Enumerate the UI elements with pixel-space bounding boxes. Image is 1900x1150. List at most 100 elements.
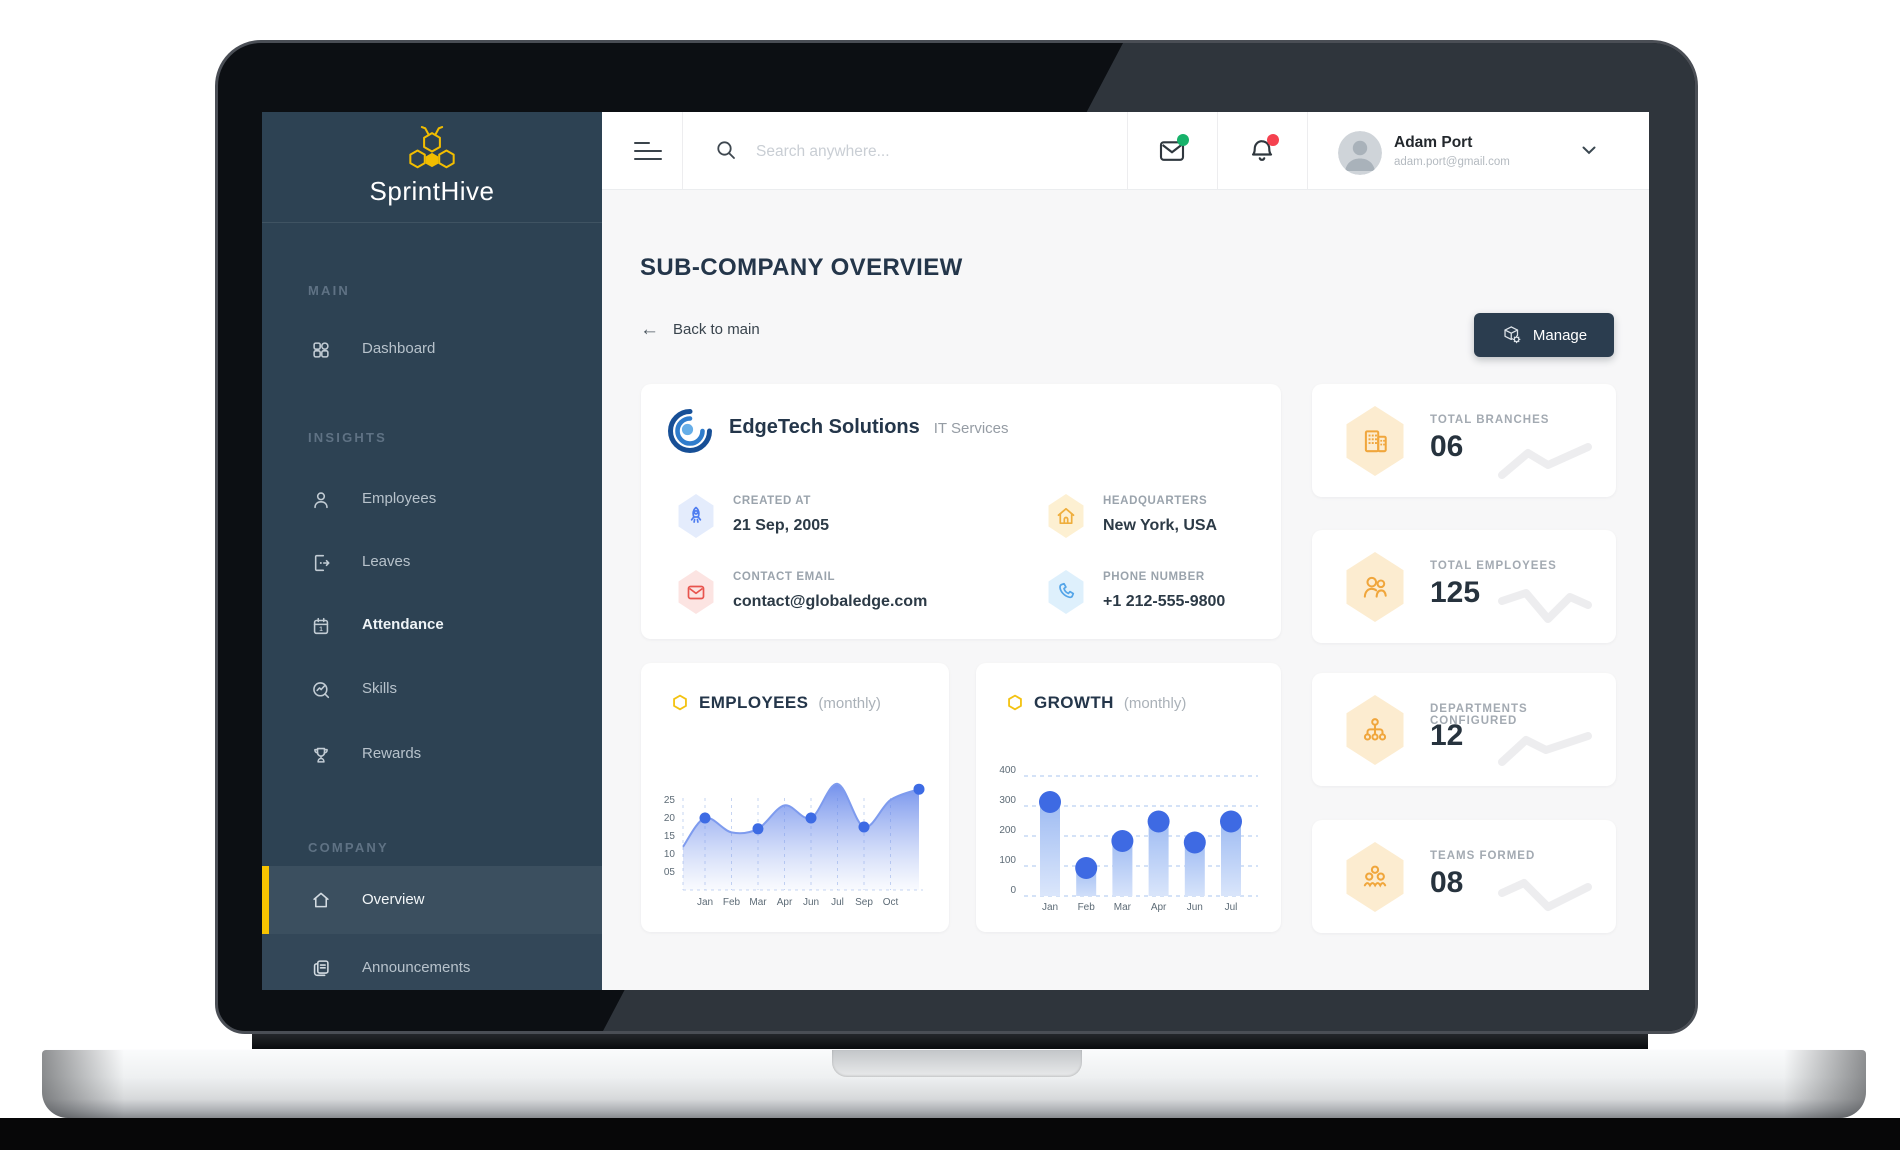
chart-title: GROWTH <box>1034 693 1114 712</box>
sparkline-icon <box>1498 589 1592 623</box>
header-divider <box>1127 112 1128 189</box>
mail-icon <box>1159 141 1185 161</box>
user-menu[interactable]: Adam Port adam.port@gmail.com <box>1338 129 1638 177</box>
svg-text:Jun: Jun <box>1187 902 1203 913</box>
svg-text:300: 300 <box>999 795 1016 806</box>
svg-text:Jul: Jul <box>1225 902 1238 913</box>
app-window: SprintHive MAIN Dashboard INSIGHTS <box>262 112 1649 990</box>
stat-card-teams: TEAMS FORMED 08 <box>1312 820 1616 933</box>
hexagon-bullet-icon <box>673 694 687 711</box>
stat-value: 08 <box>1430 866 1464 899</box>
detail-value: contact@globaledge.com <box>733 593 928 610</box>
shadow-band <box>0 1118 1900 1150</box>
arrow-left-icon: ← <box>640 319 659 340</box>
main-content: SUB-COMPANY OVERVIEW ← Back to main <box>602 190 1649 990</box>
trophy-icon <box>310 744 332 766</box>
sidebar-item-leaves[interactable]: Leaves <box>262 550 602 576</box>
sidebar-item-label: Skills <box>362 680 398 697</box>
grid-icon <box>310 339 332 361</box>
svg-text:Jan: Jan <box>1042 902 1058 913</box>
search-input[interactable] <box>754 136 1108 168</box>
growth-chart-card: GROWTH (monthly) 400 300 200 100 0 Jan Feb Mar A… <box>976 663 1281 932</box>
company-name: EdgeTech Solutions <box>729 416 920 438</box>
search-bar <box>714 136 1114 168</box>
bell-icon <box>1251 140 1273 161</box>
sidebar-item-overview[interactable]: Overview <box>262 866 602 934</box>
stat-card-departments: DEPARTMENTS CONFIGURED 12 <box>1312 673 1616 786</box>
stat-value: 12 <box>1430 719 1464 752</box>
svg-text:Jul: Jul <box>831 897 844 908</box>
sidebar-item-rewards[interactable]: Rewards <box>262 742 602 768</box>
chart-subtitle: (monthly) <box>818 694 881 712</box>
active-indicator-bar <box>262 866 269 934</box>
sidebar-item-attendance[interactable]: 1 Attendance <box>262 613 602 639</box>
envelope-icon <box>678 570 714 614</box>
employees-area-chart: 25 20 15 10 05 Jan Feb Mar Apr Jun Jul Sep Oct <box>664 782 925 908</box>
header-divider <box>1307 112 1308 189</box>
sidebar-item-label: Attendance <box>362 616 444 633</box>
laptop-screen-bezel: SprintHive MAIN Dashboard INSIGHTS <box>215 40 1698 1034</box>
stat-label: DEPARTMENTS CONFIGURED <box>1430 703 1528 727</box>
sidebar-item-label: Rewards <box>362 745 422 762</box>
sidebar-item-label: Announcements <box>362 959 471 976</box>
svg-text:Feb: Feb <box>1078 902 1096 913</box>
svg-text:20: 20 <box>664 813 676 824</box>
menu-toggle-button[interactable] <box>634 140 662 162</box>
sidebar-item-announcements[interactable]: Announcements <box>262 934 602 990</box>
hierarchy-icon <box>1346 695 1404 765</box>
sidebar-section-company: COMPANY <box>308 840 389 855</box>
person-icon <box>310 489 332 511</box>
laptop-hinge <box>252 1034 1648 1049</box>
sidebar: SprintHive MAIN Dashboard INSIGHTS <box>262 112 602 990</box>
detail-label: HEADQUARTERS <box>1103 495 1208 507</box>
avatar <box>1338 131 1382 175</box>
svg-text:Jan: Jan <box>697 897 713 908</box>
stat-value: 125 <box>1430 576 1481 609</box>
svg-text:Mar: Mar <box>1114 902 1132 913</box>
sidebar-item-label: Leaves <box>362 553 411 570</box>
sidebar-item-employees[interactable]: Employees <box>262 487 602 513</box>
svg-text:10: 10 <box>664 849 676 860</box>
employees-chart-card: EMPLOYEES (monthly) 25 20 15 10 05 Jan Feb Mar A… <box>641 663 949 932</box>
svg-text:05: 05 <box>664 867 676 878</box>
manage-button[interactable]: Manage <box>1474 313 1614 357</box>
sidebar-item-dashboard[interactable]: Dashboard <box>262 337 602 363</box>
sidebar-section-main: MAIN <box>308 283 351 298</box>
sidebar-item-skills[interactable]: Skills <box>262 677 602 703</box>
stat-label: TEAMS FORMED <box>1430 850 1536 862</box>
messages-button[interactable] <box>1157 134 1189 166</box>
chart-title: EMPLOYEES <box>699 693 809 712</box>
svg-text:1: 1 <box>319 626 323 633</box>
detail-value: +1 212-555-9800 <box>1103 593 1226 610</box>
notification-badge <box>1267 134 1279 146</box>
svg-text:Mar: Mar <box>749 897 767 908</box>
door-exit-icon <box>310 552 332 574</box>
sparkline-icon <box>1498 732 1592 766</box>
stat-value: 06 <box>1430 430 1464 463</box>
svg-text:0: 0 <box>1010 885 1016 896</box>
sparkline-icon <box>1498 443 1592 479</box>
stat-card-total-employees: TOTAL EMPLOYEES 125 <box>1312 530 1616 643</box>
back-to-main-link[interactable]: ← Back to main <box>640 320 760 339</box>
brand-logo: SprintHive <box>262 112 602 223</box>
buildings-icon <box>1346 406 1404 476</box>
svg-text:Apr: Apr <box>1151 902 1167 913</box>
calendar-icon: 1 <box>310 615 332 637</box>
notifications-button[interactable] <box>1247 134 1279 166</box>
stat-label: TOTAL EMPLOYEES <box>1430 560 1557 572</box>
svg-text:Oct: Oct <box>883 897 899 908</box>
cube-gear-icon <box>1504 326 1521 344</box>
svg-text:100: 100 <box>999 855 1016 866</box>
laptop-notch <box>832 1050 1082 1077</box>
back-label: Back to main <box>673 321 760 338</box>
laptop-base <box>42 1049 1866 1118</box>
manage-label: Manage <box>1532 326 1588 344</box>
svg-text:400: 400 <box>999 765 1016 776</box>
unread-messages-badge <box>1177 134 1189 146</box>
user-email: adam.port@gmail.com <box>1394 156 1510 168</box>
skill-check-icon <box>310 679 332 701</box>
bee-hexagon-logo-icon <box>409 126 455 169</box>
svg-text:Apr: Apr <box>777 897 793 908</box>
team-icon <box>1346 842 1404 912</box>
